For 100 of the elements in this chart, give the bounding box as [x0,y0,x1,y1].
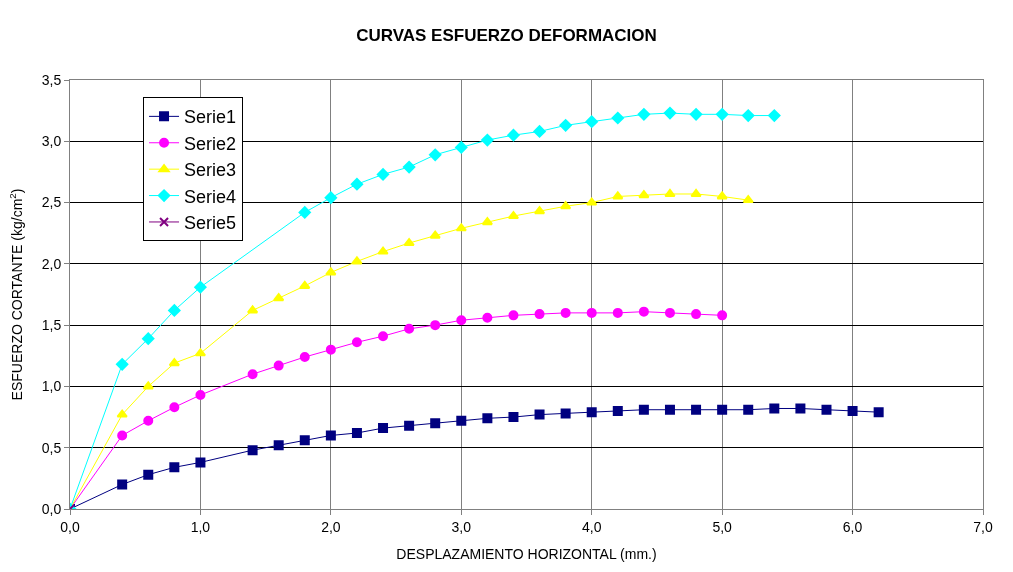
point [403,238,415,247]
x-tick-label: 1,0 [190,518,211,535]
chart-title: CURVAS ESFUERZO DEFORMACION [356,25,657,45]
point [586,407,597,418]
point [664,188,676,197]
point [664,307,675,318]
legend-label: Serie2 [184,133,237,154]
point [638,190,650,199]
point [742,195,754,204]
point [429,148,442,161]
x-tick-label: 2,0 [321,518,341,535]
point [299,280,311,289]
point [143,415,154,426]
point [455,223,467,232]
x-tick-label: 6,0 [842,518,863,535]
point [195,457,206,468]
point [273,293,285,302]
point [611,111,624,125]
point [325,267,337,276]
point [690,188,702,197]
point [533,125,546,138]
point [376,168,390,181]
point [663,106,677,120]
point [350,177,364,191]
point [402,160,416,174]
point [481,133,494,147]
point [508,412,519,423]
point [456,415,467,426]
point [404,323,415,334]
point [560,408,571,419]
point [715,108,729,121]
point [534,409,545,420]
y-tick-label: 1,0 [41,378,62,395]
point [585,115,598,128]
point [534,309,545,320]
point [377,246,389,255]
point [117,430,128,441]
point [116,409,128,418]
point [169,462,180,473]
point [612,405,623,416]
point [195,390,206,401]
legend-label: Serie3 [184,160,237,181]
point [325,430,336,441]
point [142,381,154,390]
x-tick-label: 0,0 [60,518,80,535]
point [560,201,572,210]
point [821,404,832,415]
point [717,310,728,321]
point [351,428,362,439]
point [378,423,389,434]
y-tick-label: 1,5 [41,317,62,334]
point [429,230,441,239]
point [455,141,468,154]
legend-label: Serie5 [184,212,237,233]
point [481,217,493,226]
point [299,352,310,363]
x-axis-title: DESPLAZAMIENTO HORIZONTAL (mm.) [396,546,657,563]
point [769,403,780,414]
point [351,337,362,348]
point [847,405,858,416]
point [559,119,572,132]
point [638,404,649,415]
point [351,256,363,265]
point [743,404,754,415]
point [717,404,728,415]
point [430,320,441,331]
legend-label: Serie4 [184,186,237,207]
point [560,307,571,318]
point [456,315,467,326]
point [115,358,129,371]
point [117,479,128,490]
y-tick-label: 3,0 [41,133,62,150]
x-tick-label: 5,0 [712,518,733,535]
point [508,310,519,321]
point [325,344,336,355]
y-tick-label: 3,5 [41,71,62,88]
point [691,309,702,320]
y-tick-label: 2,0 [41,255,62,272]
point [194,280,207,294]
y-tick-label: 0,0 [41,500,62,517]
point [664,404,675,415]
y-tick-label: 2,5 [41,194,62,211]
point [430,418,441,429]
point [482,312,493,323]
point [795,403,806,414]
point [143,469,154,480]
point [378,331,389,342]
point [273,440,284,451]
point [168,358,180,367]
point [404,420,415,431]
point [586,197,598,206]
x-tick-label: 4,0 [581,518,602,535]
point [873,407,884,418]
point [742,109,755,122]
point [638,306,649,317]
x-tick-label: 7,0 [973,518,993,535]
point [169,402,180,413]
point [612,191,624,200]
point [689,108,703,121]
point [299,435,310,446]
